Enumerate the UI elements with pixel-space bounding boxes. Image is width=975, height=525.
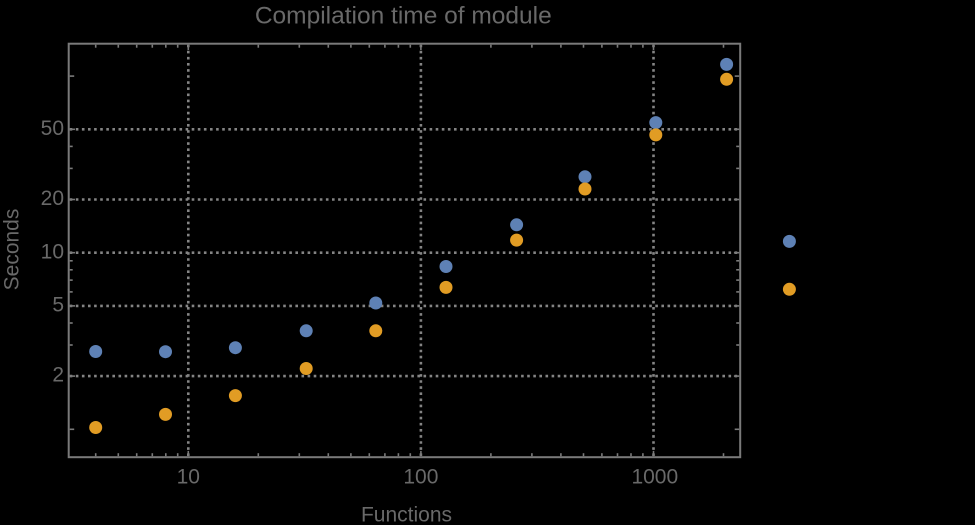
svg-text:1000: 1000 bbox=[631, 465, 678, 488]
svg-text:Functions: Functions bbox=[361, 504, 452, 525]
svg-text:Compilation time of module: Compilation time of module bbox=[255, 3, 552, 30]
svg-text:10: 10 bbox=[177, 465, 200, 488]
svg-text:5: 5 bbox=[52, 294, 64, 317]
svg-text:50: 50 bbox=[41, 117, 64, 140]
svg-text:2: 2 bbox=[52, 364, 64, 387]
svg-text:20: 20 bbox=[41, 187, 64, 210]
svg-text:100: 100 bbox=[403, 465, 438, 488]
svg-text:Seconds: Seconds bbox=[0, 209, 23, 291]
svg-text:10: 10 bbox=[41, 240, 64, 263]
